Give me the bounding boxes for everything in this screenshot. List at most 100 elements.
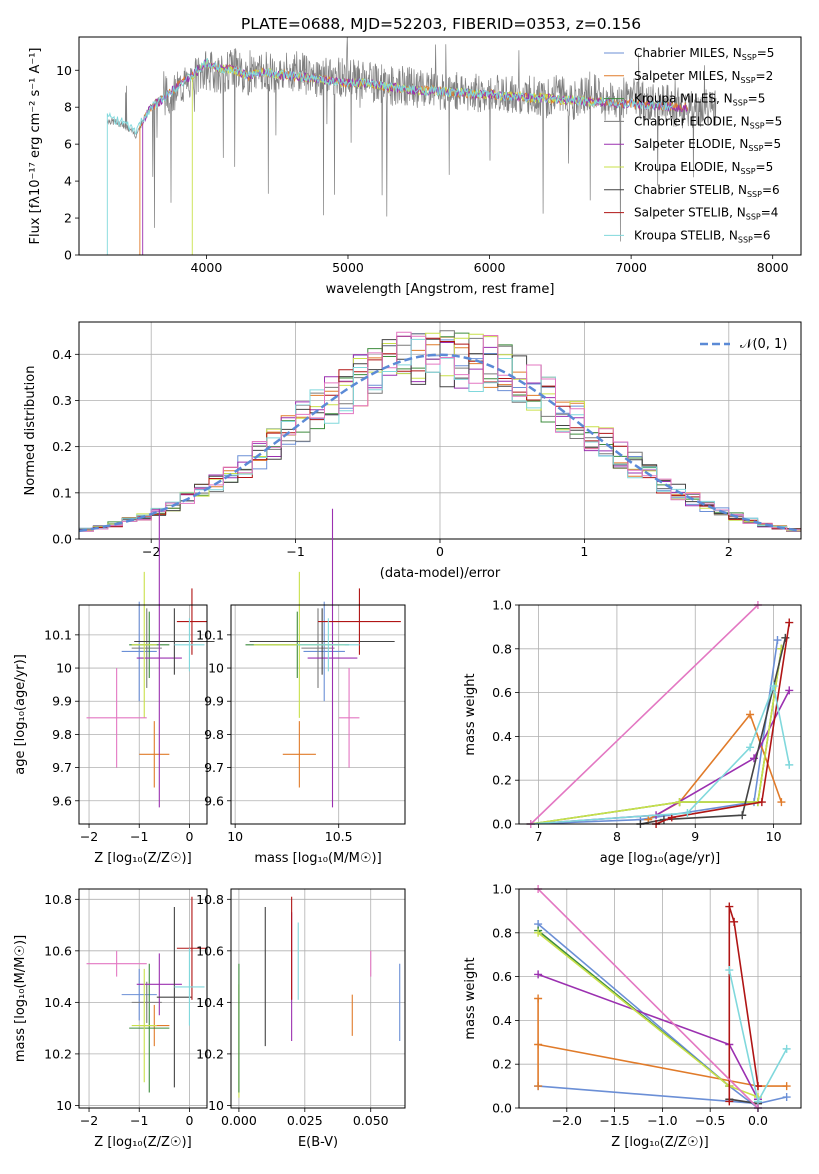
observed-spectrum (106, 37, 717, 242)
x-tick-label: 1 (580, 544, 588, 559)
legend-subscript: SSP (741, 167, 756, 176)
x-tick-label: 6000 (474, 260, 506, 275)
massweight-marker (785, 686, 794, 695)
legend-nssp: =5 (765, 114, 783, 128)
massweight-line (728, 906, 759, 1102)
x-tick-label: 10 (227, 829, 243, 844)
y-tick-label: 1.0 (492, 882, 512, 897)
legend-nssp: =5 (757, 46, 775, 60)
panel-mass_vs_Z: −2 −1 0 10 10.2 10.4 10.6 10.8 Z [log₁₀(Z/Z☉)] ma… (13, 888, 208, 1150)
y-axis-label: Normed distribution (23, 366, 38, 496)
panel-residuals: −2 −1 0 1 2 0.0 0.1 0.2 0.3 0.4 (data-model)/error… (23, 321, 802, 581)
massweight-marker (777, 798, 786, 807)
x-axis-label: (data-model)/error (380, 566, 501, 581)
x-tick-label: 7000 (615, 260, 647, 275)
y-tick-label: 2 (64, 211, 72, 226)
legend-nssp: =6 (753, 228, 771, 242)
x-axis-label: Z [log₁₀(Z/Z☉)] (94, 851, 191, 866)
x-tick-label: −1.0 (647, 1113, 677, 1128)
massweight-marker (773, 636, 782, 645)
y-tick-label: 10.6 (44, 943, 72, 958)
massweight-marker (785, 760, 794, 769)
massweight-marker (725, 902, 734, 911)
legend-nssp: =6 (762, 183, 780, 197)
massweight-line (640, 637, 787, 825)
legend-entry: Chabrier MILES, NSSP=5 (634, 46, 774, 62)
massweight-marker (534, 970, 543, 979)
y-tick-label: 9.8 (52, 727, 72, 742)
massweight-marker (534, 928, 543, 937)
legend-subscript: SSP (747, 190, 762, 199)
y-tick-label: 10 (208, 1098, 224, 1113)
y-tick-label: 9.7 (204, 760, 224, 775)
y-tick-label: 9.7 (52, 760, 72, 775)
massweight-line (655, 622, 791, 825)
massweight-marker (725, 1097, 734, 1106)
x-tick-label: 0 (436, 544, 444, 559)
x-tick-label: 0.0 (748, 1113, 768, 1128)
x-tick-label: −1 (130, 829, 148, 844)
y-axis-label: mass [log₁₀(M/M☉)] (13, 935, 28, 1062)
legend-nssp: =5 (763, 137, 781, 151)
y-tick-label: 0 (64, 248, 72, 263)
massweight-marker (781, 633, 790, 642)
axes-frame (78, 36, 802, 256)
massweight-marker (746, 710, 755, 719)
x-tick-label: 0 (185, 1113, 193, 1128)
legend-subscript: SSP (746, 213, 761, 222)
massweight-line (530, 639, 779, 825)
gaussian-curve (78, 353, 802, 533)
y-tick-label: 0.0 (492, 817, 512, 832)
y-tick-label: 10 (56, 661, 72, 676)
massweight-line (530, 648, 783, 825)
gridlines (79, 605, 207, 824)
legend-text: Chabrier ELODIE, N (634, 114, 750, 128)
legend-subscript: SSP (741, 76, 756, 85)
y-tick-label: 10.4 (196, 995, 224, 1010)
legend-nssp: =5 (748, 92, 766, 106)
y-tick-label: 9.6 (204, 793, 224, 808)
legend-nssp: =2 (756, 69, 774, 83)
axes-frame (230, 604, 406, 825)
y-axis-label: age [log₁₀(age/yr)] (13, 654, 28, 775)
x-tick-label: −2 (80, 829, 98, 844)
y-tick-label: 1.0 (492, 598, 512, 613)
x-tick-label: −2.0 (552, 1113, 582, 1128)
x-tick-label: 0.050 (353, 1113, 389, 1128)
axes-frame (518, 604, 802, 825)
massweight-marker (730, 917, 739, 926)
legend-subscript: SSP (742, 53, 757, 62)
y-tick-label: 10.2 (196, 1046, 224, 1061)
y-tick-label: 0.6 (492, 685, 512, 700)
axes-frame (230, 888, 406, 1109)
panel-massweight_vs_age: 7 8 9 10 0.0 0.2 0.4 0.6 0.8 1.0 age [log₁₀(age/yr… (463, 598, 802, 866)
massweight-line (530, 604, 759, 825)
x-tick-label: 0.000 (221, 1113, 257, 1128)
y-tick-label: 10.1 (44, 627, 72, 642)
y-tick-label: 0.2 (52, 439, 72, 454)
panel-mass_vs_ebv: 0.000 0.025 0.050 10 10.2 10.4 10.6 10.8 E(B-V) (196, 888, 406, 1150)
panel-age_vs_mass: 10 10.5 9.6 9.7 9.8 9.9 10 10.1 mass [log₁₀(M/M☉… (196, 508, 406, 866)
y-axis-label: mass weight (463, 673, 478, 755)
x-tick-label: 0 (185, 829, 193, 844)
y-tick-label: 9.8 (204, 727, 224, 742)
legend-text: Chabrier MILES, N (634, 46, 742, 60)
x-tick-label: −0.5 (695, 1113, 725, 1128)
y-tick-label: 10 (208, 661, 224, 676)
model-spectrum (142, 59, 688, 255)
y-tick-label: 10.8 (44, 892, 72, 907)
histogram-step (79, 338, 801, 531)
legend-entry: Salpeter STELIB, NSSP=4 (634, 206, 778, 222)
y-tick-label: 4 (64, 174, 72, 189)
panel-age_vs_Z: −2 −1 0 9.6 9.7 9.8 9.9 10 10.1 Z [log₁₀(Z/Z☉)] ag… (13, 508, 215, 866)
x-tick-label: −1 (286, 544, 304, 559)
legend-nssp: =5 (756, 160, 774, 174)
y-tick-label: 6 (64, 137, 72, 152)
y-tick-label: 9.9 (52, 694, 72, 709)
massweight-marker (675, 798, 684, 807)
y-tick-label: 9.6 (52, 793, 72, 808)
x-tick-label: 0.025 (287, 1113, 323, 1128)
massweight-line (537, 888, 759, 1109)
y-tick-label: 10.8 (196, 892, 224, 907)
y-tick-label: 0.4 (52, 347, 72, 362)
